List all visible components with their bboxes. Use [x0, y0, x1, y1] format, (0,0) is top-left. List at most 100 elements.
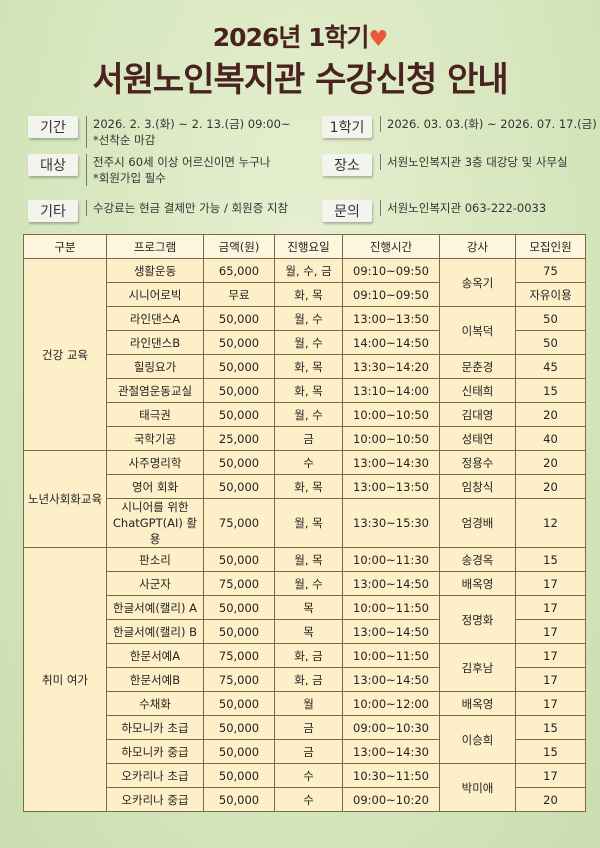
heart-icon: ♥	[368, 27, 388, 52]
program-cell: 한문서예B	[106, 667, 204, 692]
program-cell: 오카리나 중급	[106, 787, 204, 812]
days-cell: 화, 목	[274, 474, 343, 499]
time-cell: 13:10~14:00	[342, 378, 440, 403]
program-cell: 힐링요가	[106, 354, 204, 379]
days-cell: 화, 목	[274, 378, 343, 403]
column-header: 금액(원)	[203, 234, 275, 259]
days-cell: 화, 목	[274, 282, 343, 307]
fee-cell: 75,000	[203, 571, 275, 596]
time-cell: 13:00~13:50	[342, 474, 440, 499]
instructor-cell: 성태연	[439, 426, 516, 451]
info-value: 서원노인복지관 063-222-0033	[380, 200, 546, 216]
capacity-cell: 45	[515, 354, 586, 379]
time-cell: 09:00~10:30	[342, 715, 440, 740]
capacity-cell: 15	[515, 547, 586, 572]
fee-cell: 50,000	[203, 402, 275, 427]
instructor-cell: 문춘경	[439, 354, 516, 379]
capacity-cell: 20	[515, 402, 586, 427]
instructor-cell: 송옥기	[439, 258, 516, 307]
category-cell: 노년사회화교육	[23, 450, 107, 548]
capacity-cell: 17	[515, 763, 586, 788]
time-cell: 13:00~13:50	[342, 306, 440, 331]
info-line: 서원노인복지관 063-222-0033	[387, 201, 547, 215]
days-cell: 월, 목	[274, 498, 343, 548]
days-cell: 화, 목	[274, 354, 343, 379]
info-label: 기간	[28, 116, 78, 138]
time-cell: 13:30~15:30	[342, 498, 440, 548]
column-header: 강사	[439, 234, 516, 259]
info-line: 수강료는 현금 결제만 가능 / 회원증 지참	[93, 201, 289, 215]
info-2: 대상 전주시 60세 이상 어르신이면 누구나 *회원가입 필수	[28, 154, 270, 186]
time-cell: 10:00~11:50	[342, 643, 440, 668]
days-cell: 화, 금	[274, 643, 343, 668]
days-cell: 월, 수	[274, 330, 343, 355]
info-3: 장소 서원노인복지관 3층 대강당 및 사무실	[322, 154, 568, 176]
capacity-cell: 15	[515, 378, 586, 403]
days-cell: 화, 금	[274, 667, 343, 692]
info-value: 전주시 60세 이상 어르신이면 누구나 *회원가입 필수	[86, 154, 270, 186]
fee-cell: 50,000	[203, 595, 275, 620]
instructor-cell: 임창식	[439, 474, 516, 499]
program-cell: 관절염운동교실	[106, 378, 204, 403]
fee-cell: 무료	[203, 282, 275, 307]
capacity-cell: 17	[515, 619, 586, 644]
days-cell: 금	[274, 739, 343, 764]
fee-cell: 50,000	[203, 330, 275, 355]
instructor-cell: 엄경배	[439, 498, 516, 548]
fee-cell: 75,000	[203, 498, 275, 548]
info-line: *선착순 마감	[93, 133, 156, 147]
time-cell: 10:00~10:50	[342, 426, 440, 451]
info-value: 2026. 2. 3.(화) ~ 2. 13.(금) 09:00~ *선착순 마감	[86, 116, 291, 148]
program-cell: 태극권	[106, 402, 204, 427]
capacity-cell: 자유이용	[515, 282, 586, 307]
capacity-cell: 17	[515, 571, 586, 596]
capacity-cell: 75	[515, 258, 586, 283]
program-cell: 하모니카 초급	[106, 715, 204, 740]
fee-cell: 75,000	[203, 667, 275, 692]
time-cell: 10:00~10:50	[342, 402, 440, 427]
capacity-cell: 17	[515, 691, 586, 716]
time-cell: 13:00~14:50	[342, 667, 440, 692]
days-cell: 목	[274, 619, 343, 644]
time-cell: 13:30~14:20	[342, 354, 440, 379]
info-label: 대상	[28, 154, 78, 176]
capacity-cell: 17	[515, 595, 586, 620]
table-row: 한문서예B 75,000 화, 금 13:00~14:50 17	[24, 667, 586, 692]
instructor-cell: 이승희	[439, 715, 516, 764]
table-row: 라인댄스A 50,000 월, 수 13:00~13:50 이복덕 50	[24, 306, 586, 355]
table-row: 취미 여가 판소리 50,000 월, 목 10:00~11:30 송경옥 15	[23, 547, 586, 812]
instructor-cell: 배옥영	[439, 571, 516, 596]
days-cell: 금	[274, 715, 343, 740]
capacity-cell: 12	[515, 498, 586, 548]
program-cell: 한글서예(캘리) A	[106, 595, 204, 620]
table-row: 관절염운동교실 50,000 화, 목 13:10~14:00 신태희 15	[24, 378, 586, 403]
page-title: 서원노인복지관 수강신청 안내	[92, 60, 508, 100]
info-1: 1학기 2026. 03. 03.(화) ~ 2026. 07. 17.(금)	[322, 116, 597, 138]
program-cell: 시니어를 위한 ChatGPT(AI) 활용	[106, 498, 204, 548]
table-row: 시니어로빅 무료 화, 목 09:10~09:50 자유이용	[24, 282, 586, 307]
fee-cell: 75,000	[203, 643, 275, 668]
time-cell: 09:00~10:20	[342, 787, 440, 812]
time-cell: 09:10~09:50	[342, 282, 440, 307]
fee-cell: 50,000	[203, 763, 275, 788]
column-header: 프로그램	[106, 234, 204, 259]
table-row: 하모니카 초급 50,000 금 09:00~10:30 이승희 15	[24, 715, 586, 764]
table-row: 오카리나 초급 50,000 수 10:30~11:50 박미애 17	[24, 763, 586, 812]
capacity-cell: 17	[515, 667, 586, 692]
table-row: 힐링요가 50,000 화, 목 13:30~14:20 문춘경 45	[24, 354, 586, 379]
days-cell: 수	[274, 763, 343, 788]
instructor-cell: 정용수	[439, 450, 516, 475]
table-row: 영어 회화 50,000 화, 목 13:00~13:50 임창식 20	[24, 474, 586, 499]
table-row: 사군자 75,000 월, 수 13:00~14:50 배옥영 17	[24, 571, 586, 596]
days-cell: 월, 수	[274, 402, 343, 427]
fee-cell: 25,000	[203, 426, 275, 451]
days-cell: 수	[274, 787, 343, 812]
fee-cell: 50,000	[203, 378, 275, 403]
days-cell: 월, 목	[274, 547, 343, 572]
time-cell: 10:00~12:00	[342, 691, 440, 716]
table-row: 노년사회화교육 사주명리학 50,000 수 13:00~14:30 정용수 20	[23, 450, 586, 548]
time-cell: 10:00~11:30	[342, 547, 440, 572]
time-cell: 13:00~14:30	[342, 739, 440, 764]
capacity-cell: 15	[515, 739, 586, 764]
program-cell: 하모니카 중급	[106, 739, 204, 764]
